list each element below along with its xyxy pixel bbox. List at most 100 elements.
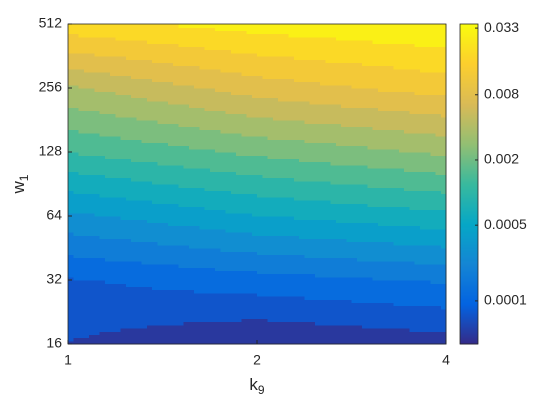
contour-cell <box>440 280 447 284</box>
contour-cell <box>356 286 363 291</box>
contour-cell <box>94 222 101 227</box>
contour-cell <box>188 123 195 127</box>
contour-cell <box>110 113 116 118</box>
contour-cell <box>404 228 410 233</box>
contour-cell <box>351 283 358 287</box>
contour-cell <box>314 340 321 345</box>
contour-cell <box>414 190 421 195</box>
contour-cell <box>335 180 342 185</box>
contour-cell <box>199 142 206 147</box>
contour-cell <box>209 267 216 271</box>
contour-cell <box>157 308 164 313</box>
contour-cell <box>257 276 263 281</box>
contour-cell <box>320 321 326 326</box>
contour-cell <box>388 283 395 287</box>
contour-cell <box>78 289 85 294</box>
contour-cell <box>246 248 253 252</box>
contour-cell <box>236 267 242 271</box>
contour-cell <box>388 312 395 316</box>
contour-cell <box>278 308 284 313</box>
contour-cell <box>136 276 143 281</box>
contour-cell <box>419 312 426 316</box>
contour-cell <box>146 254 153 259</box>
contour-cell <box>309 222 316 227</box>
contour-cell <box>419 200 426 204</box>
contour-cell <box>330 324 337 329</box>
contour-cell <box>188 116 195 121</box>
contour-cell <box>194 161 200 166</box>
contour-cell <box>225 94 232 99</box>
contour-cell <box>236 161 242 166</box>
contour-cell <box>225 260 232 265</box>
contour-cell <box>120 171 127 175</box>
contour-cell <box>419 257 426 262</box>
contour-cell <box>131 193 137 198</box>
contour-cell <box>299 196 305 201</box>
contour-cell <box>173 292 179 297</box>
contour-cell <box>288 232 295 236</box>
contour-cell <box>225 283 232 287</box>
contour-cell <box>393 177 400 182</box>
contour-cell <box>236 241 242 246</box>
contour-cell <box>225 286 232 291</box>
contour-cell <box>425 251 431 255</box>
contour-cell <box>236 177 242 182</box>
contour-cell <box>83 219 90 223</box>
contour-cell <box>299 190 305 195</box>
contour-cell <box>141 126 148 131</box>
contour-cell <box>215 216 221 220</box>
contour-cell <box>309 299 316 303</box>
contour-cell <box>230 177 237 182</box>
contour-cell <box>167 225 174 230</box>
contour-cell <box>241 318 248 323</box>
contour-cell <box>178 145 185 150</box>
contour-cell <box>83 94 90 99</box>
contour-cell <box>120 241 127 246</box>
contour-cell <box>99 228 106 233</box>
contour-cell <box>278 299 284 303</box>
contour-cell <box>167 232 174 236</box>
contour-cell <box>314 267 321 271</box>
contour-cell <box>383 328 389 332</box>
contour-cell <box>167 257 174 262</box>
contour-cell <box>167 222 174 227</box>
contour-cell <box>136 222 143 227</box>
contour-cell <box>283 171 290 175</box>
contour-cell <box>125 164 132 169</box>
contour-cell <box>220 315 227 319</box>
contour-cell <box>204 270 211 275</box>
contour-cell <box>188 180 195 185</box>
contour-cell <box>362 302 368 307</box>
contour-cell <box>215 196 221 201</box>
contour-cell <box>393 187 400 191</box>
contour-cell <box>225 126 232 131</box>
contour-cell <box>183 116 190 121</box>
contour-cell <box>377 212 384 217</box>
contour-cell <box>241 328 248 332</box>
contour-cell <box>104 161 111 166</box>
contour-cell <box>162 148 169 153</box>
contour-cell <box>146 280 153 284</box>
contour-cell <box>309 171 316 175</box>
contour-cell <box>241 129 248 134</box>
contour-cell <box>215 238 221 243</box>
contour-cell <box>120 235 127 239</box>
contour-cell <box>194 174 200 179</box>
contour-cell <box>320 273 326 278</box>
contour-cell <box>314 174 321 179</box>
contour-cell <box>141 177 148 182</box>
contour-cell <box>367 155 374 159</box>
contour-cell <box>304 164 311 169</box>
contour-cell <box>435 302 442 307</box>
contour-cell <box>346 200 353 204</box>
contour-cell <box>404 216 410 220</box>
contour-cell <box>299 158 305 163</box>
contour-cell <box>346 340 353 345</box>
contour-cell <box>78 123 85 127</box>
contour-cell <box>430 318 437 323</box>
contour-cell <box>377 248 384 252</box>
contour-cell <box>419 264 426 268</box>
contour-cell <box>110 132 116 137</box>
contour-cell <box>204 264 211 268</box>
contour-cell <box>241 168 248 172</box>
